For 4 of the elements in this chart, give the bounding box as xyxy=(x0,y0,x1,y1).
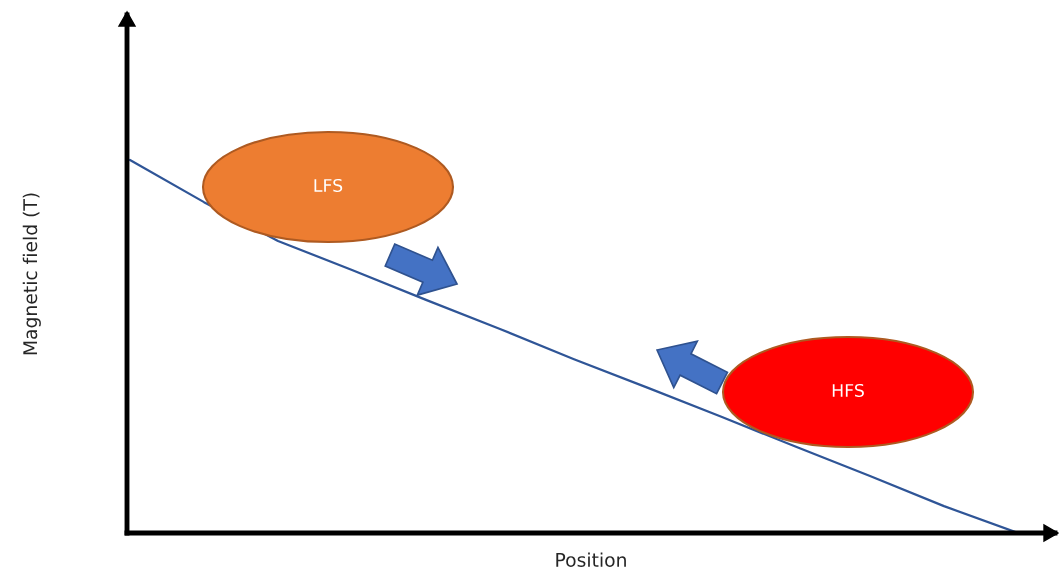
annotation: HFS xyxy=(832,383,864,398)
x-axis-title: Position xyxy=(556,552,626,567)
annotation: LFS xyxy=(314,178,343,193)
y-axis-title: Magnetic field (T) xyxy=(22,193,41,355)
